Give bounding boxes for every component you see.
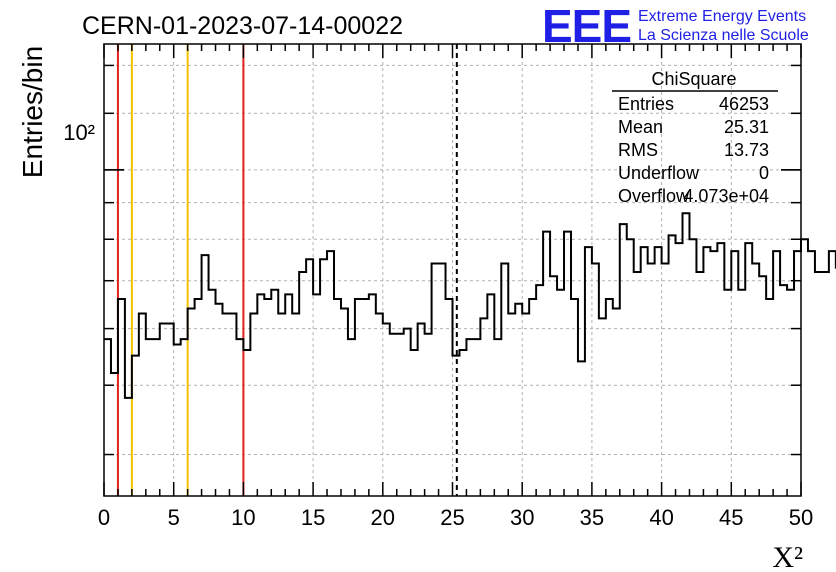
logo-line-2: La Scienza nelle Scuole [638, 27, 809, 44]
x-tick-label: 5 [168, 505, 180, 530]
stats-value-overflow: 4.073e+04 [683, 186, 769, 206]
x-tick-label: 0 [98, 505, 110, 530]
x-tick-label: 45 [719, 505, 743, 530]
stats-label-overflow: Overflow [618, 186, 690, 206]
histogram-line [104, 212, 836, 399]
stats-value-rms: 13.73 [724, 140, 769, 160]
x-tick-labels: 0 5 10 15 20 25 30 35 40 45 50 [98, 505, 813, 530]
stats-label-mean: Mean [618, 117, 663, 137]
grid [104, 44, 801, 496]
axes [103, 43, 802, 497]
x-tick-label: 40 [649, 505, 673, 530]
x-tick-label: 50 [789, 505, 813, 530]
x-tick-label: 30 [510, 505, 534, 530]
stats-label-underflow: Underflow [618, 163, 700, 183]
y-tick-label: 10² [63, 120, 95, 145]
stats-title: ChiSquare [651, 69, 736, 89]
stats-value-mean: 25.31 [724, 117, 769, 137]
logo: EEE Extreme Energy Events La Scienza nel… [542, 0, 809, 52]
stats-label-entries: Entries [618, 94, 674, 114]
histogram-series [104, 212, 836, 399]
x-axis-label: X² [772, 541, 803, 572]
y-axis-label: Entries/bin [17, 46, 48, 178]
stats-value-entries: 46253 [719, 94, 769, 114]
stats-value-underflow: 0 [759, 163, 769, 183]
chart-title: CERN-01-2023-07-14-00022 [82, 12, 403, 40]
stats-box: ChiSquare Entries 46253 Mean 25.31 RMS 1… [612, 69, 778, 206]
x-tick-label: 35 [580, 505, 604, 530]
logo-line-1: Extreme Energy Events [638, 8, 806, 25]
x-tick-label: 20 [371, 505, 395, 530]
stats-label-rms: RMS [618, 140, 658, 160]
x-tick-label: 15 [301, 505, 325, 530]
marker-lines [116, 44, 458, 496]
x-tick-label: 10 [231, 505, 255, 530]
x-tick-label: 25 [440, 505, 464, 530]
